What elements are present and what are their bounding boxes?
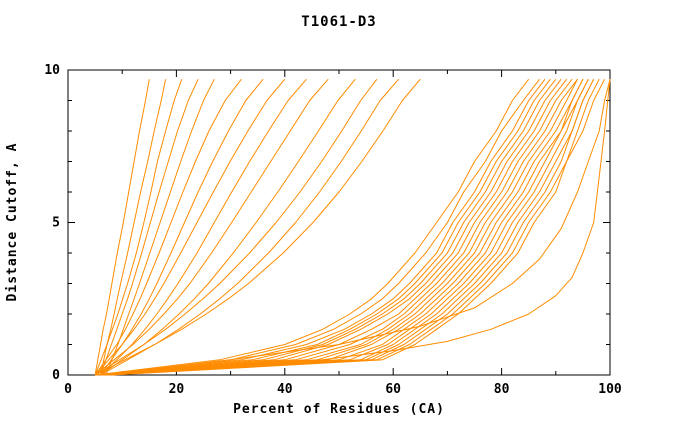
model-curve — [94, 78, 421, 376]
x-tick-label: 0 — [64, 382, 72, 397]
axes — [67, 69, 611, 376]
model-curve — [111, 79, 611, 376]
model-curve — [94, 78, 378, 376]
model-curve — [94, 78, 242, 376]
model-curve — [94, 78, 286, 376]
model-curve — [100, 78, 540, 376]
chart-title: T1061-D3 — [301, 14, 376, 30]
x-tick-label: 20 — [169, 382, 185, 397]
model-curve — [94, 79, 183, 376]
model-curve — [111, 78, 606, 376]
model-curve — [95, 78, 567, 376]
model-curve — [94, 79, 150, 376]
model-curve — [105, 78, 595, 376]
model-curve — [95, 78, 557, 376]
model-curve — [100, 78, 589, 376]
x-tick-label: 40 — [277, 382, 293, 397]
model-curve — [100, 78, 562, 376]
model-curve — [105, 78, 589, 376]
model-curve — [95, 78, 546, 376]
x-tick-label: 80 — [494, 382, 510, 397]
model-curve — [100, 78, 584, 376]
model-curve — [94, 78, 329, 376]
model-curve — [100, 78, 551, 376]
y-axis-label: Distance Cutoff, A — [5, 143, 20, 302]
curves — [94, 78, 611, 376]
model-curve — [100, 78, 578, 376]
model-curve — [105, 79, 611, 376]
tick-labels: 0 20 40 60 80 100 0 5 10 — [44, 63, 622, 397]
model-curve — [100, 78, 356, 376]
x-tick-label: 60 — [385, 382, 401, 397]
model-curve — [100, 78, 573, 376]
model-curve — [100, 78, 199, 376]
model-curve — [95, 78, 584, 376]
model-curve — [105, 78, 600, 376]
y-tick-label: 10 — [44, 63, 60, 78]
model-curve — [95, 78, 530, 376]
model-curve — [100, 78, 399, 376]
x-axis-label: Percent of Residues (CA) — [233, 402, 445, 417]
model-curve — [100, 78, 307, 376]
model-curve — [95, 78, 578, 376]
y-tick-label: 0 — [52, 368, 60, 383]
y-tick-label: 5 — [52, 216, 60, 231]
x-tick-label: 100 — [598, 382, 622, 397]
model-curve — [100, 78, 595, 376]
